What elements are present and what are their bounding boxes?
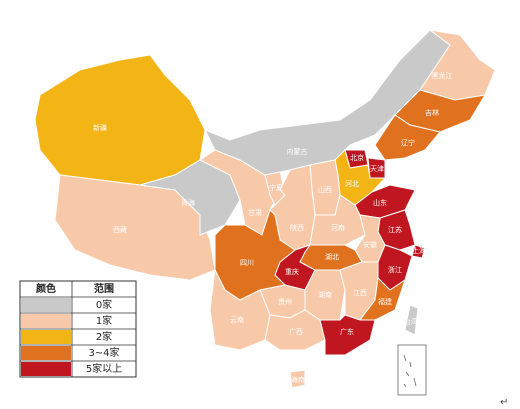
province-label: 吉林	[425, 108, 439, 117]
province-label: 湖北	[325, 252, 339, 261]
province-label: 海南	[291, 375, 305, 384]
legend-label: 3~4家	[88, 346, 119, 359]
legend-swatch	[21, 346, 71, 360]
legend-swatch	[21, 362, 71, 376]
legend: 颜色 范围 0家 1家 2家 3~4家 5家以上	[19, 280, 137, 378]
legend-header: 颜色	[36, 282, 56, 295]
legend-label: 0家	[96, 298, 112, 311]
province-label: 四川	[240, 259, 254, 267]
province-label: 安徽	[363, 240, 377, 249]
province-label: 广西	[289, 327, 303, 336]
province	[411, 244, 426, 259]
province	[289, 369, 306, 389]
province-label: 辽宁	[401, 138, 415, 147]
footer-mark: ↵	[500, 397, 508, 408]
province-label: 青海	[181, 198, 195, 207]
legend-swatch	[21, 330, 71, 344]
inset-islands	[403, 354, 417, 388]
south-sea-inset	[397, 344, 427, 396]
province-label: 河南	[331, 223, 345, 232]
province-label: 台湾	[404, 317, 418, 326]
province-label: 河北	[345, 180, 359, 188]
province-label: 上海	[412, 246, 426, 255]
province-label: 福建	[378, 297, 392, 306]
province-label: 广东	[340, 327, 354, 336]
legend-label: 2家	[96, 330, 112, 343]
legend-swatch	[21, 314, 71, 328]
legend-label: 1家	[96, 314, 112, 327]
province-label: 江苏	[388, 225, 402, 234]
legend-header: 范围	[94, 282, 114, 295]
province-label: 湖南	[318, 290, 332, 299]
province-label: 新疆	[93, 123, 107, 132]
province-label: 甘肃	[248, 208, 262, 217]
legend-swatch	[21, 298, 71, 312]
province	[34, 54, 206, 186]
province-label: 北京	[350, 153, 364, 162]
province-label: 浙江	[388, 265, 402, 274]
province-label: 黑龙江	[432, 71, 453, 80]
province	[139, 159, 241, 236]
legend-label: 5家以上	[86, 362, 122, 375]
province-label: 贵州	[278, 297, 292, 306]
province	[319, 314, 376, 356]
province-label: 天津	[370, 165, 384, 173]
province-label: 山东	[373, 198, 387, 207]
province-label: 山西	[318, 185, 332, 194]
province	[374, 114, 441, 161]
province	[404, 304, 419, 336]
province-label: 内蒙古	[287, 147, 308, 156]
province-label: 江西	[353, 289, 367, 297]
province-label: 重庆	[285, 267, 299, 276]
province-label: 宁夏	[269, 183, 283, 192]
province-label: 西藏	[113, 225, 127, 234]
province-label: 陕西	[290, 223, 304, 232]
province-label: 云南	[230, 315, 244, 324]
province	[359, 276, 406, 321]
